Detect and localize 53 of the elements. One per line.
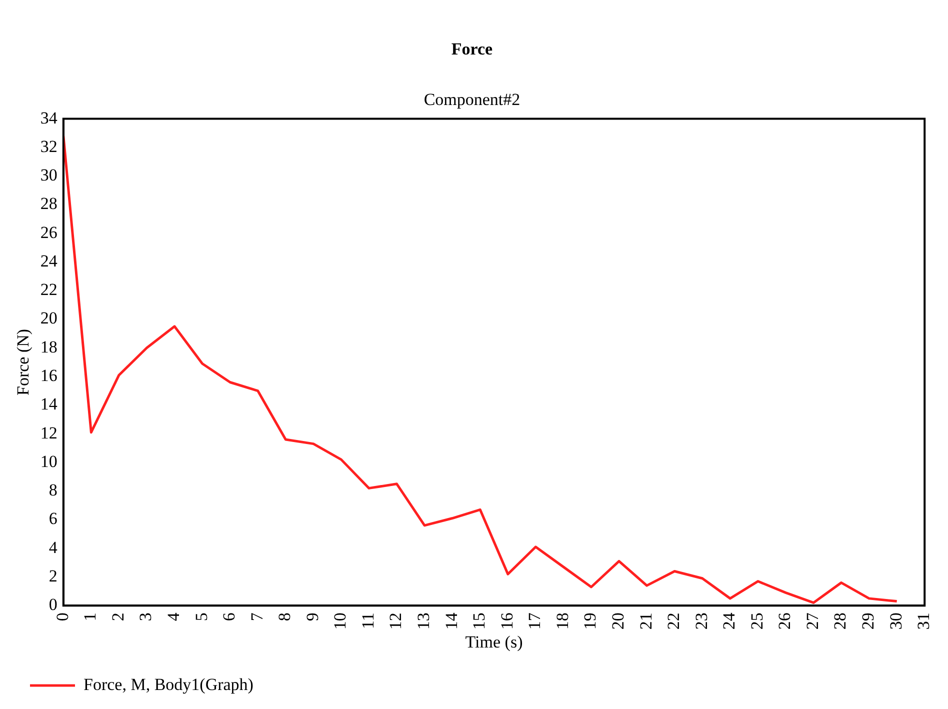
x-tick-label: 15 bbox=[470, 612, 489, 630]
y-tick-label: 14 bbox=[40, 394, 58, 414]
x-tick-label: 14 bbox=[442, 612, 461, 630]
x-tick-label: 28 bbox=[830, 612, 850, 630]
y-tick-label: 20 bbox=[40, 308, 58, 328]
y-tick-label: 32 bbox=[40, 136, 58, 156]
y-tick-label: 10 bbox=[40, 452, 58, 471]
x-tick-label: 5 bbox=[192, 612, 211, 622]
y-tick-label: 22 bbox=[40, 280, 58, 300]
x-tick-label: 16 bbox=[497, 612, 516, 630]
y-tick-label: 6 bbox=[48, 509, 58, 528]
x-tick-label: 12 bbox=[386, 612, 406, 630]
x-tick-label: 13 bbox=[414, 612, 434, 630]
y-axis-title: Force (N) bbox=[14, 328, 33, 396]
x-tick-label: 22 bbox=[664, 612, 684, 630]
x-tick-label: 24 bbox=[720, 612, 739, 630]
x-tick-label: 4 bbox=[164, 612, 183, 622]
x-tick-label: 9 bbox=[302, 612, 322, 622]
y-tick-label: 34 bbox=[40, 108, 58, 128]
x-tick-label: 18 bbox=[552, 612, 572, 630]
x-tick-label: 20 bbox=[608, 612, 628, 630]
x-tick-label: 3 bbox=[136, 612, 156, 622]
x-tick-label: 19 bbox=[580, 612, 600, 630]
chart-title: Force bbox=[451, 40, 494, 59]
x-tick-label: 25 bbox=[747, 612, 766, 630]
x-tick-label: 1 bbox=[80, 612, 100, 622]
y-tick-label: 2 bbox=[48, 566, 58, 586]
x-tick-label: 27 bbox=[802, 612, 822, 630]
x-tick-label: 7 bbox=[247, 612, 266, 622]
y-tick-label: 28 bbox=[40, 194, 58, 214]
x-tick-label: 8 bbox=[275, 612, 294, 622]
x-tick-label: 10 bbox=[330, 612, 350, 630]
x-tick-label: 17 bbox=[525, 612, 544, 630]
x-tick-label: 6 bbox=[220, 612, 239, 622]
y-tick-label: 12 bbox=[40, 423, 58, 442]
x-tick-label: 23 bbox=[692, 612, 711, 630]
x-tick-label: 29 bbox=[858, 612, 878, 630]
y-tick-label: 16 bbox=[40, 366, 58, 385]
y-tick-label: 26 bbox=[40, 222, 58, 242]
y-tick-label: 4 bbox=[48, 538, 58, 557]
x-tick-label: 31 bbox=[914, 612, 934, 630]
x-tick-label: 11 bbox=[358, 612, 378, 629]
y-tick-label: 8 bbox=[48, 480, 58, 500]
x-tick-label: 30 bbox=[886, 612, 906, 630]
chart-subtitle: Component#2 bbox=[424, 90, 520, 110]
x-tick-label: 2 bbox=[108, 612, 128, 622]
y-tick-label: 30 bbox=[40, 166, 58, 185]
x-tick-label: 21 bbox=[636, 612, 656, 630]
x-axis-title: Time (s) bbox=[465, 632, 523, 652]
x-tick-label: 26 bbox=[775, 612, 794, 630]
legend-label: Force, M, Body1(Graph) bbox=[84, 674, 254, 694]
y-tick-label: 18 bbox=[40, 337, 58, 356]
y-tick-label: 24 bbox=[40, 251, 58, 270]
